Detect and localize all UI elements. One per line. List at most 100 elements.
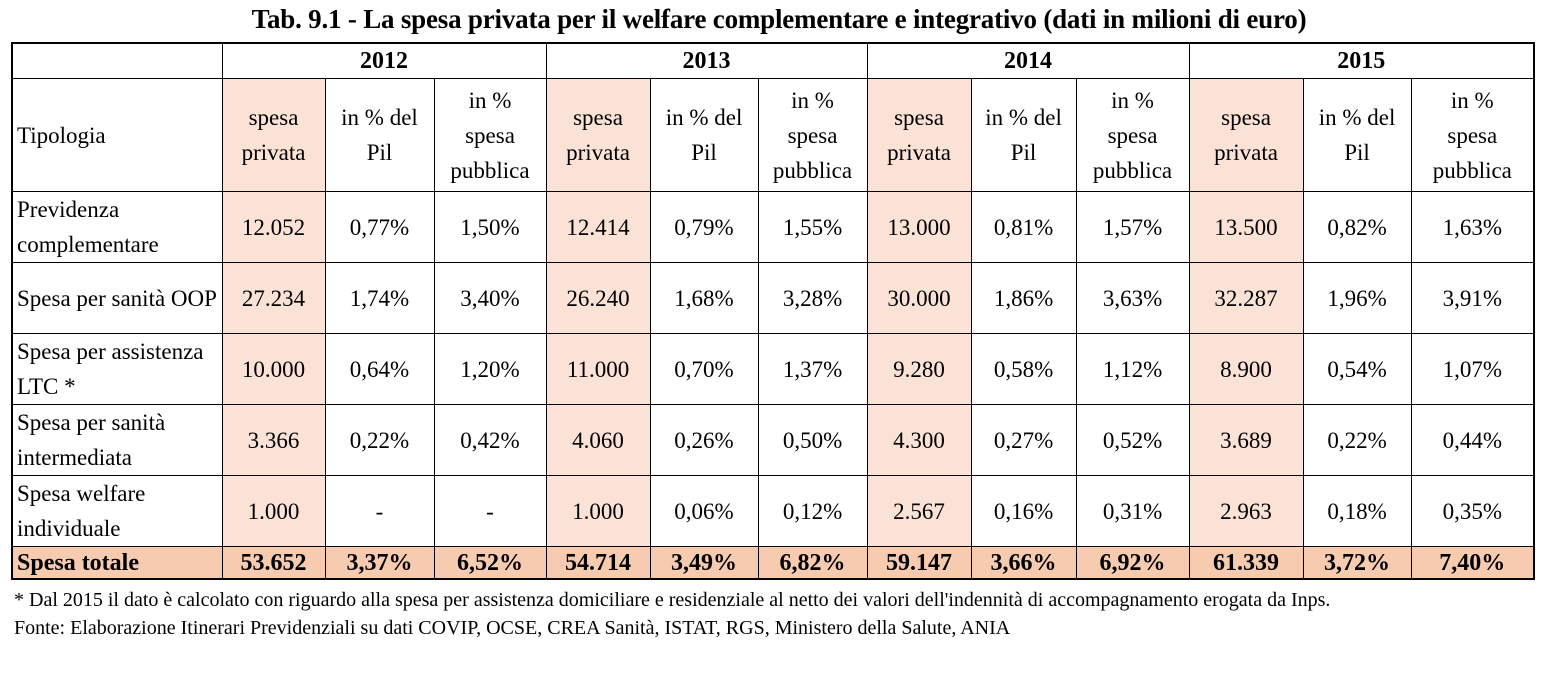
pct-pil-cell: 0,54% <box>1302 333 1412 405</box>
pct-pil-cell: 0,64% <box>324 333 435 405</box>
pct-spesa-pubblica-cell: 1,20% <box>433 333 547 405</box>
welfare-spending-table: 2012 2013 2014 2015 Tipologia spesa priv… <box>11 42 1536 580</box>
pct-pil-header: in % del Pil <box>970 78 1077 192</box>
pct-spesa-pubblica-cell: 1,57% <box>1075 191 1190 263</box>
pct-spesa-pubblica-cell: 0,42% <box>433 404 547 476</box>
year-header: 2014 <box>866 42 1190 79</box>
spesa-privata-cell: 12.414 <box>545 191 651 263</box>
spesa-privata-cell: 13.500 <box>1188 191 1304 263</box>
pct-pil-cell: 0,77% <box>324 191 435 263</box>
table-row: Spesa per sanità intermediata 3.366 0,22% 0… <box>11 404 1535 476</box>
spesa-privata-cell: 4.060 <box>545 404 651 476</box>
spesa-privata-cell: 11.000 <box>545 333 651 405</box>
pct-spesa-pubblica-cell: 1,50% <box>433 191 547 263</box>
row-label: Spesa welfare individuale <box>11 475 223 547</box>
pct-pil-cell: 0,06% <box>649 475 759 547</box>
pct-pil-header: in % del Pil <box>324 78 435 192</box>
pct-pil-header: in % del Pil <box>1302 78 1412 192</box>
column-header-row: Tipologia spesa privata in % del Pil in … <box>11 78 1535 192</box>
pct-pil-cell: 0,22% <box>1302 404 1412 476</box>
pct-spesa-pubblica-cell: 6,92% <box>1075 546 1190 580</box>
spesa-privata-cell: 12.052 <box>221 191 326 263</box>
pct-spesa-pubblica-cell: 0,12% <box>757 475 868 547</box>
pct-spesa-pubblica-header: in % spesa pubblica <box>1075 78 1190 192</box>
pct-pil-cell: 1,74% <box>324 262 435 334</box>
pct-pil-cell: 0,18% <box>1302 475 1412 547</box>
pct-spesa-pubblica-cell: 7,40% <box>1410 546 1535 580</box>
year-header-row: 2012 2013 2014 2015 <box>11 42 1535 79</box>
row-label: Previdenza complementare <box>11 191 223 263</box>
spesa-privata-header: spesa privata <box>221 78 326 192</box>
spesa-privata-cell: 53.652 <box>221 546 326 580</box>
pct-pil-cell: 0,70% <box>649 333 759 405</box>
pct-pil-cell: 0,22% <box>324 404 435 476</box>
total-row: Spesa totale 53.652 3,37% 6,52% 54.714 3,49% 6… <box>11 546 1535 580</box>
pct-pil-cell: 3,49% <box>649 546 759 580</box>
pct-spesa-pubblica-cell: 1,55% <box>757 191 868 263</box>
pct-spesa-pubblica-cell: 0,44% <box>1410 404 1535 476</box>
pct-spesa-pubblica-cell: 0,35% <box>1410 475 1535 547</box>
row-label: Spesa totale <box>11 546 223 580</box>
spesa-privata-cell: 10.000 <box>221 333 326 405</box>
tipologia-header: Tipologia <box>11 78 223 192</box>
spesa-privata-cell: 59.147 <box>866 546 972 580</box>
pct-pil-cell: 3,66% <box>970 546 1077 580</box>
pct-spesa-pubblica-cell: 0,50% <box>757 404 868 476</box>
spesa-privata-cell: 4.300 <box>866 404 972 476</box>
spesa-privata-cell: 8.900 <box>1188 333 1304 405</box>
spesa-privata-cell: 9.280 <box>866 333 972 405</box>
pct-pil-cell: 0,27% <box>970 404 1077 476</box>
spesa-privata-header: spesa privata <box>545 78 651 192</box>
pct-spesa-pubblica-cell: 3,28% <box>757 262 868 334</box>
pct-spesa-pubblica-cell: - <box>433 475 547 547</box>
pct-spesa-pubblica-cell: 1,37% <box>757 333 868 405</box>
pct-spesa-pubblica-cell: 1,12% <box>1075 333 1190 405</box>
source-note: Fonte: Elaborazione Itinerari Previdenzi… <box>14 617 1011 639</box>
pct-pil-cell: 0,16% <box>970 475 1077 547</box>
spesa-privata-cell: 30.000 <box>866 262 972 334</box>
pct-pil-cell: 0,81% <box>970 191 1077 263</box>
pct-pil-cell: - <box>324 475 435 547</box>
pct-spesa-pubblica-cell: 3,40% <box>433 262 547 334</box>
year-header: 2012 <box>221 42 547 79</box>
spesa-privata-cell: 2.963 <box>1188 475 1304 547</box>
spesa-privata-cell: 3.689 <box>1188 404 1304 476</box>
table-row: Spesa welfare individuale 1.000- -1.000 0,0… <box>11 475 1535 547</box>
pct-pil-cell: 0,26% <box>649 404 759 476</box>
pct-spesa-pubblica-cell: 0,52% <box>1075 404 1190 476</box>
pct-spesa-pubblica-cell: 6,52% <box>433 546 547 580</box>
pct-spesa-pubblica-header: in % spesa pubblica <box>1410 78 1535 192</box>
spesa-privata-cell: 13.000 <box>866 191 972 263</box>
spesa-privata-cell: 2.567 <box>866 475 972 547</box>
pct-pil-cell: 1,86% <box>970 262 1077 334</box>
pct-pil-cell: 0,79% <box>649 191 759 263</box>
spesa-privata-cell: 54.714 <box>545 546 651 580</box>
spesa-privata-header: spesa privata <box>1188 78 1304 192</box>
pct-spesa-pubblica-cell: 0,31% <box>1075 475 1190 547</box>
row-label: Spesa per assistenza LTC * <box>11 333 223 405</box>
pct-spesa-pubblica-cell: 1,63% <box>1410 191 1535 263</box>
pct-pil-cell: 3,37% <box>324 546 435 580</box>
pct-spesa-pubblica-header: in % spesa pubblica <box>433 78 547 192</box>
spesa-privata-cell: 27.234 <box>221 262 326 334</box>
pct-spesa-pubblica-cell: 3,91% <box>1410 262 1535 334</box>
table-row: Previdenza complementare 12.052 0,77% 1,50%… <box>11 191 1535 263</box>
spesa-privata-header: spesa privata <box>866 78 972 192</box>
table-title: Tab. 9.1 - La spesa privata per il welfa… <box>251 4 1307 34</box>
table-notes: * Dal 2015 il dato è calcolato con rigua… <box>14 586 1544 642</box>
table-row: Spesa per sanità OOP 27.234 1,74% 3,40% 26.2… <box>11 262 1535 334</box>
row-label: Spesa per sanità OOP <box>11 262 223 334</box>
pct-spesa-pubblica-header: in % spesa pubblica <box>757 78 868 192</box>
empty-corner-cell <box>11 42 223 79</box>
pct-pil-cell: 0,58% <box>970 333 1077 405</box>
year-header: 2015 <box>1188 42 1535 79</box>
pct-pil-cell: 1,96% <box>1302 262 1412 334</box>
spesa-privata-cell: 1.000 <box>545 475 651 547</box>
row-label: Spesa per sanità intermediata <box>11 404 223 476</box>
footnote: * Dal 2015 il dato è calcolato con rigua… <box>14 589 1331 611</box>
pct-pil-cell: 3,72% <box>1302 546 1412 580</box>
pct-spesa-pubblica-cell: 6,82% <box>757 546 868 580</box>
pct-spesa-pubblica-cell: 1,07% <box>1410 333 1535 405</box>
table-row: Spesa per assistenza LTC * 10.000 0,64% 1,2… <box>11 333 1535 405</box>
spesa-privata-cell: 1.000 <box>221 475 326 547</box>
